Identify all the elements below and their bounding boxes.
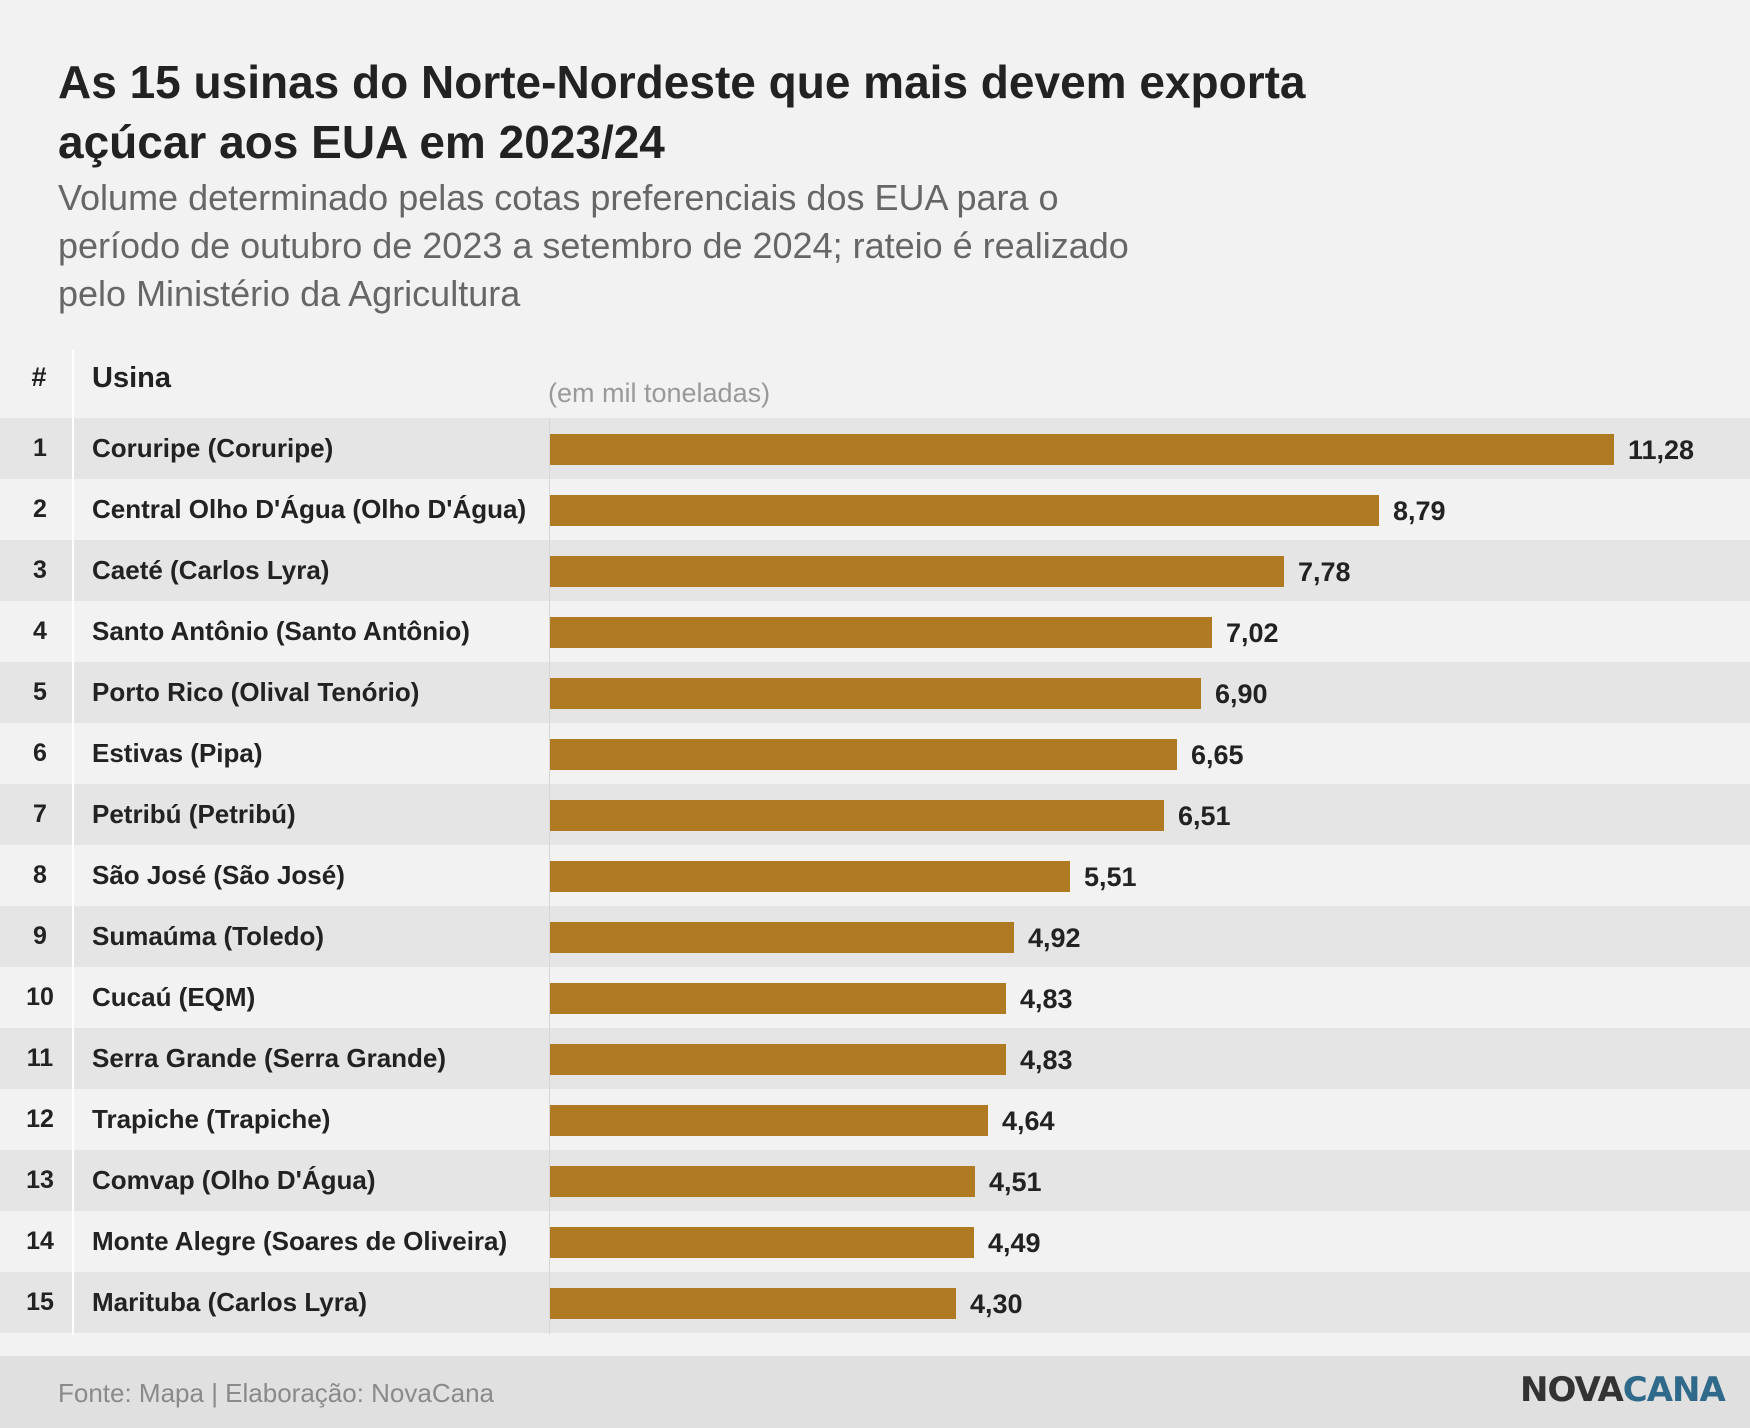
row-rank: 4: [33, 617, 47, 645]
row-rank: 3: [33, 556, 47, 584]
table-row: 10 Cucaú (EQM) 4,83: [0, 967, 1750, 1028]
row-rank: 8: [33, 861, 47, 889]
bar: [550, 434, 1614, 465]
row-rank: 2: [33, 495, 47, 523]
logo-cana: CANA: [1622, 1370, 1726, 1410]
row-rank: 15: [26, 1288, 54, 1316]
chart-subtitle-line-3: pelo Ministério da Agricultura: [58, 273, 521, 314]
bar: [550, 861, 1070, 892]
footer: Fonte: Mapa | Elaboração: NovaCana NOVAC…: [0, 1356, 1750, 1428]
row-plant-name: Petribú (Petribú): [92, 799, 296, 829]
row-rank: 12: [26, 1105, 54, 1133]
bar-value-label: 4,92: [1028, 923, 1081, 953]
row-rank: 7: [33, 800, 47, 828]
table-row: 7 Petribú (Petribú) 6,51: [0, 784, 1750, 845]
table-row: 15 Marituba (Carlos Lyra) 4,30: [0, 1272, 1750, 1333]
source-note: Fonte: Mapa | Elaboração: NovaCana: [58, 1378, 495, 1408]
bar-axis-line: [549, 418, 550, 1334]
bar-value-label: 6,51: [1178, 801, 1231, 831]
bar: [550, 1166, 975, 1197]
row-rank: 9: [33, 922, 47, 950]
bar-value-label: 6,65: [1191, 740, 1244, 770]
bar: [550, 983, 1006, 1014]
novacana-logo: NOVACANA: [1520, 1370, 1726, 1410]
chart-title-line-1: As 15 usinas do Norte-Nordeste que mais …: [58, 56, 1306, 108]
table-row: 9 Sumaúma (Toledo) 4,92: [0, 906, 1750, 967]
row-plant-name: Caeté (Carlos Lyra): [92, 555, 330, 585]
bar-value-label: 4,83: [1020, 1045, 1073, 1075]
table-row: 11 Serra Grande (Serra Grande) 4,83: [0, 1028, 1750, 1089]
logo-nova: NOVA: [1520, 1370, 1624, 1410]
chart-subtitle-line-1: Volume determinado pelas cotas preferenc…: [58, 177, 1059, 218]
table-row: 4 Santo Antônio (Santo Antônio) 7,02: [0, 601, 1750, 662]
bar: [550, 556, 1284, 587]
bar: [550, 800, 1164, 831]
table-row: 3 Caeté (Carlos Lyra) 7,78: [0, 540, 1750, 601]
bar: [550, 678, 1201, 709]
bar: [550, 495, 1379, 526]
chart-title: As 15 usinas do Norte-Nordeste que mais …: [58, 52, 1458, 172]
bar: [550, 1227, 974, 1258]
row-plant-name: Trapiche (Trapiche): [92, 1104, 331, 1134]
row-rank: 6: [33, 739, 47, 767]
bar-value-label: 7,02: [1226, 618, 1279, 648]
row-plant-name: Sumaúma (Toledo): [92, 921, 325, 951]
bar: [550, 922, 1014, 953]
bar-value-label: 4,83: [1020, 984, 1073, 1014]
chart-subtitle-line-2: período de outubro de 2023 a setembro de…: [58, 225, 1129, 266]
bar: [550, 1044, 1006, 1075]
chart-subtitle: Volume determinado pelas cotas preferenc…: [58, 174, 1358, 318]
table-row: 5 Porto Rico (Olival Tenório) 6,90: [0, 662, 1750, 723]
bar: [550, 739, 1177, 770]
bar: [550, 617, 1212, 648]
bar: [550, 1105, 988, 1136]
table-row: 12 Trapiche (Trapiche) 4,64: [0, 1089, 1750, 1150]
row-plant-name: Serra Grande (Serra Grande): [92, 1043, 447, 1073]
row-rank: 1: [33, 434, 47, 462]
rank-column-divider: [72, 350, 74, 1335]
bar-value-label: 11,28: [1628, 435, 1695, 465]
bar-value-label: 4,51: [989, 1167, 1042, 1197]
bar-value-label: 8,79: [1393, 496, 1446, 526]
row-plant-name: Cucaú (EQM): [92, 982, 256, 1012]
row-rank: 11: [26, 1044, 54, 1072]
row-plant-name: Santo Antônio (Santo Antônio): [92, 616, 470, 646]
bar-value-label: 6,90: [1215, 679, 1268, 709]
chart-title-line-2: açúcar aos EUA em 2023/24: [58, 116, 665, 168]
unit-label: (em mil toneladas): [548, 378, 771, 408]
table-row: 6 Estivas (Pipa) 6,65: [0, 723, 1750, 784]
row-plant-name: São José (São José): [92, 860, 345, 890]
row-plant-name: Estivas (Pipa): [92, 738, 263, 768]
rank-column-header: #: [31, 362, 47, 392]
row-rank: 5: [33, 678, 47, 706]
bar-value-label: 4,49: [988, 1228, 1041, 1258]
row-plant-name: Coruripe (Coruripe): [92, 433, 334, 463]
table-row: 8 São José (São José) 5,51: [0, 845, 1750, 906]
table-row: 1 Coruripe (Coruripe) 11,28: [0, 418, 1750, 479]
bar-value-label: 4,30: [970, 1289, 1023, 1319]
row-rank: 14: [26, 1227, 54, 1255]
bar-value-label: 5,51: [1084, 862, 1137, 892]
row-plant-name: Marituba (Carlos Lyra): [92, 1287, 367, 1317]
table-row: 13 Comvap (Olho D'Água) 4,51: [0, 1150, 1750, 1211]
table-row: 14 Monte Alegre (Soares de Oliveira) 4,49: [0, 1211, 1750, 1272]
row-rank: 10: [26, 983, 54, 1011]
row-plant-name: Porto Rico (Olival Tenório): [92, 677, 420, 707]
bar-value-label: 4,64: [1002, 1106, 1055, 1136]
row-rank: 13: [26, 1166, 54, 1194]
bar: [550, 1288, 956, 1319]
table-row: 2 Central Olho D'Água (Olho D'Água) 8,79: [0, 479, 1750, 540]
name-column-header: Usina: [92, 362, 171, 394]
row-plant-name: Central Olho D'Água (Olho D'Água): [92, 494, 527, 524]
row-plant-name: Comvap (Olho D'Água): [92, 1165, 376, 1195]
bar-value-label: 7,78: [1298, 557, 1351, 587]
row-plant-name: Monte Alegre (Soares de Oliveira): [92, 1226, 508, 1256]
